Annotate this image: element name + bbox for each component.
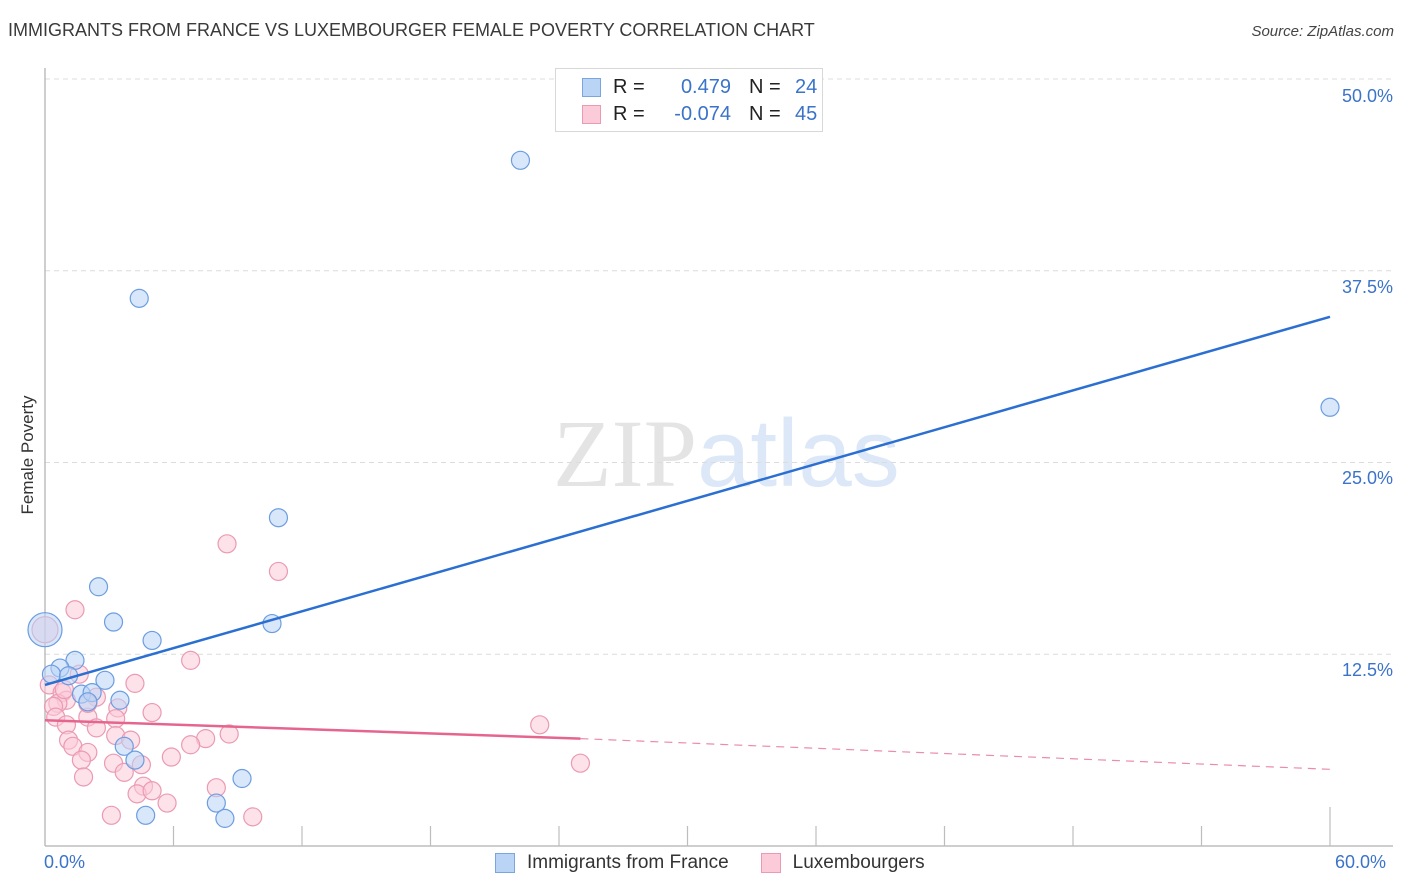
data-point-luxembourgers xyxy=(157,793,177,813)
france-swatch xyxy=(582,77,601,97)
data-point-france xyxy=(78,692,98,712)
data-point-luxembourgers xyxy=(106,709,126,729)
data-point-luxembourgers xyxy=(570,753,591,773)
n-value: 45 xyxy=(795,102,818,125)
series-legend: Immigrants from France Luxembourgers xyxy=(495,852,957,874)
data-point-luxembourgers xyxy=(217,534,237,554)
legend-item-luxembourgers[interactable]: Luxembourgers xyxy=(760,852,925,874)
legend-row-france: R = 0.479 N = 24 xyxy=(582,74,817,100)
trend-line-france xyxy=(44,315,1331,687)
axes xyxy=(44,68,1393,847)
chart-title: IMMIGRANTS FROM FRANCE VS LUXEMBOURGER F… xyxy=(8,20,815,40)
data-point-luxembourgers xyxy=(114,762,134,782)
data-point-luxembourgers xyxy=(243,807,263,827)
data-point-luxembourgers xyxy=(219,724,239,744)
data-point-france xyxy=(27,612,63,648)
n-label: N = xyxy=(749,102,781,125)
data-point-france xyxy=(206,793,226,813)
data-point-luxembourgers xyxy=(71,750,92,770)
data-point-france xyxy=(232,768,252,789)
data-point-france xyxy=(88,577,109,597)
data-point-luxembourgers xyxy=(268,561,289,582)
data-point-france xyxy=(125,750,145,770)
data-point-france xyxy=(142,630,162,651)
data-point-luxembourgers xyxy=(125,673,145,693)
france-points xyxy=(27,150,1340,828)
legend-item-france[interactable]: Immigrants from France xyxy=(495,852,729,874)
n-value: 24 xyxy=(795,75,818,98)
y-tick-12-5: 12.5% xyxy=(1341,660,1393,680)
data-point-luxembourgers xyxy=(161,747,181,767)
legend-label-france: Immigrants from France xyxy=(527,852,729,873)
n-label: N = xyxy=(749,75,781,98)
data-point-france xyxy=(114,736,134,756)
data-point-france xyxy=(95,670,115,690)
luxembourgers-swatch xyxy=(582,104,601,124)
data-point-france xyxy=(215,808,235,828)
trend-extension-luxembourgers xyxy=(580,738,1331,770)
trend-line-luxembourgers xyxy=(44,718,581,740)
trend-lines xyxy=(44,315,1331,770)
data-point-france xyxy=(103,612,124,632)
gridlines xyxy=(45,78,1393,655)
data-point-france xyxy=(136,805,156,825)
r-value: -0.074 xyxy=(674,102,731,125)
data-point-luxembourgers xyxy=(142,781,162,801)
y-axis-label: Female Poverty xyxy=(18,395,37,515)
data-point-luxembourgers xyxy=(181,650,201,670)
source-attribution: Source: ZipAtlas.com xyxy=(1251,23,1394,40)
y-tick-37-5: 37.5% xyxy=(1341,277,1393,297)
luxembourgers-swatch xyxy=(760,853,781,873)
data-point-france xyxy=(1320,397,1340,417)
data-point-france xyxy=(268,508,289,528)
r-label: R = xyxy=(613,75,645,98)
y-tick-50: 50.0% xyxy=(1341,86,1393,106)
y-tick-25: 25.0% xyxy=(1341,468,1393,488)
data-point-luxembourgers xyxy=(181,735,201,755)
luxembourgers-points xyxy=(31,534,591,827)
r-label: R = xyxy=(613,102,645,125)
data-point-france xyxy=(129,288,149,308)
correlation-legend: R = 0.479 N = 24 R = -0.074 N = 45 xyxy=(555,68,823,132)
data-point-luxembourgers xyxy=(65,600,85,620)
france-swatch xyxy=(495,853,515,873)
data-point-france xyxy=(510,150,531,170)
legend-label-luxembourgers: Luxembourgers xyxy=(792,852,925,873)
data-point-luxembourgers xyxy=(530,715,550,735)
x-tick-60: 60.0% xyxy=(1335,852,1387,872)
legend-row-luxembourgers: R = -0.074 N = 45 xyxy=(582,101,817,127)
data-point-luxembourgers xyxy=(142,702,162,723)
data-point-france xyxy=(110,690,130,710)
data-point-luxembourgers xyxy=(101,805,121,825)
x-tick-0: 0.0% xyxy=(44,852,86,872)
r-value: 0.479 xyxy=(680,75,731,98)
data-point-luxembourgers xyxy=(73,767,94,787)
